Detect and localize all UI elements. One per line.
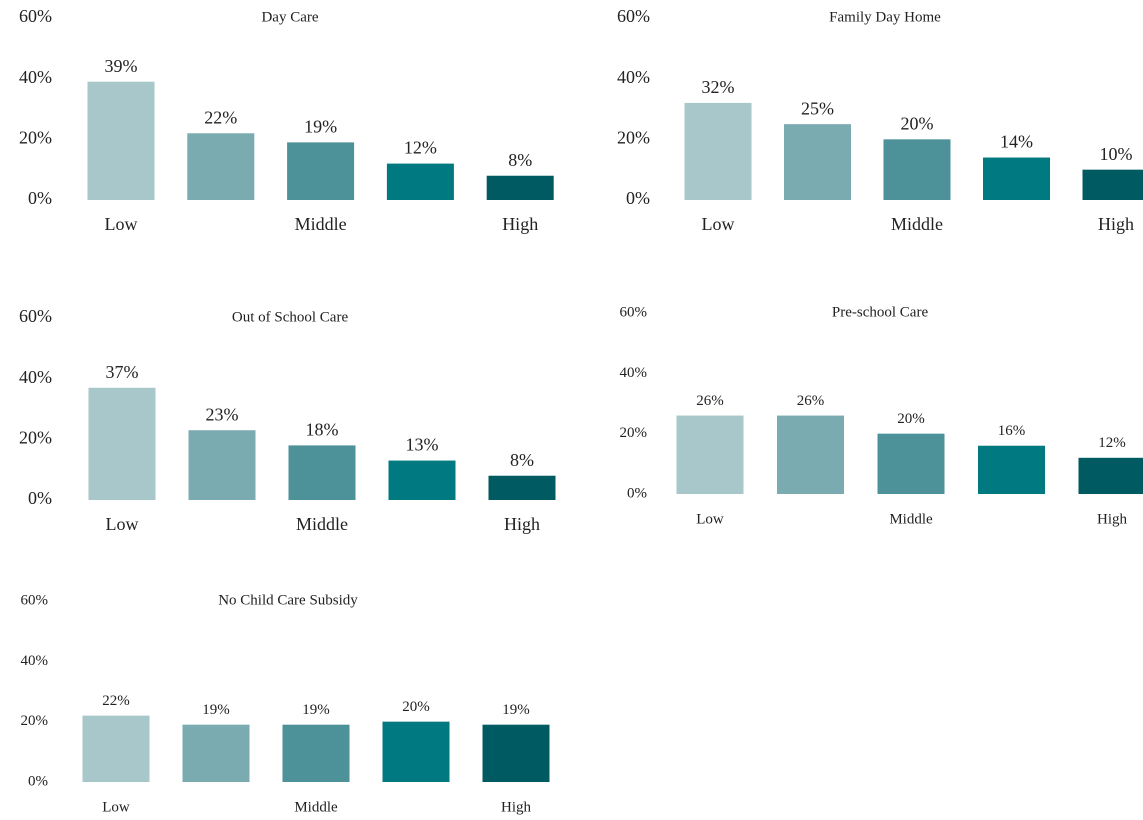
bar	[777, 415, 844, 494]
bar	[188, 430, 256, 500]
data-label: 26%	[696, 393, 724, 409]
y-tick-label: 20%	[19, 427, 52, 447]
y-tick-label: 40%	[19, 67, 52, 87]
y-tick-label: 20%	[21, 713, 49, 729]
y-tick-label: 60%	[19, 306, 52, 326]
y-tick-label: 0%	[626, 188, 650, 208]
bar	[287, 142, 355, 200]
data-label: 32%	[702, 77, 735, 97]
y-tick-label: 40%	[620, 365, 648, 381]
data-label: 13%	[406, 435, 439, 455]
x-tick-label: Low	[102, 799, 130, 815]
y-tick-label: 0%	[28, 773, 48, 789]
x-tick-label: High	[1097, 511, 1128, 527]
x-tick-label: High	[1098, 214, 1134, 234]
bar	[488, 475, 556, 500]
x-tick-label: Middle	[296, 514, 348, 534]
x-tick-label: Low	[106, 514, 139, 534]
y-tick-label: 40%	[19, 367, 52, 387]
y-tick-label: 60%	[19, 6, 52, 26]
chart-title: Family Day Home	[829, 9, 941, 25]
data-label: 20%	[402, 699, 430, 715]
y-tick-label: 60%	[21, 592, 49, 608]
bar	[883, 139, 951, 200]
data-label: 19%	[302, 702, 330, 718]
data-label: 22%	[102, 693, 130, 709]
data-label: 16%	[998, 423, 1026, 439]
data-label: 37%	[106, 362, 139, 382]
bar	[877, 433, 945, 494]
bar	[1078, 457, 1143, 494]
bar	[983, 157, 1050, 200]
y-tick-label: 60%	[620, 304, 648, 320]
data-label: 20%	[901, 113, 934, 133]
data-label: 19%	[304, 116, 337, 136]
data-label: 14%	[1000, 132, 1033, 152]
y-tick-label: 20%	[617, 127, 650, 147]
x-tick-label: High	[502, 214, 538, 234]
data-label: 8%	[508, 150, 532, 170]
data-label: 10%	[1100, 144, 1133, 164]
x-tick-label: Low	[702, 214, 735, 234]
data-label: 39%	[105, 56, 138, 76]
x-tick-label: High	[504, 514, 540, 534]
y-tick-label: 40%	[617, 67, 650, 87]
y-tick-label: 0%	[627, 485, 647, 501]
data-label: 25%	[801, 98, 834, 118]
bar	[784, 124, 851, 200]
chart-title: Day Care	[261, 9, 318, 25]
data-label: 19%	[502, 702, 530, 718]
bar	[1082, 169, 1143, 200]
bar	[486, 175, 554, 200]
data-label: 8%	[510, 450, 534, 470]
bar	[182, 724, 250, 782]
data-label: 26%	[797, 393, 825, 409]
bar	[978, 445, 1045, 494]
data-label: 12%	[1098, 435, 1126, 451]
y-tick-label: 0%	[28, 488, 52, 508]
y-tick-label: 20%	[620, 425, 648, 441]
bar	[676, 415, 744, 494]
y-tick-label: 0%	[28, 188, 52, 208]
bar	[382, 721, 450, 782]
data-label: 12%	[404, 138, 437, 158]
x-tick-label: Low	[696, 511, 724, 527]
y-tick-label: 60%	[617, 6, 650, 26]
bar	[88, 387, 156, 500]
data-label: 22%	[204, 107, 237, 127]
data-label: 18%	[306, 420, 339, 440]
bar	[82, 715, 150, 782]
bar	[684, 102, 752, 200]
chart-title: Pre-school Care	[832, 304, 929, 320]
bar	[187, 133, 255, 200]
data-label: 19%	[202, 702, 230, 718]
x-tick-label: Middle	[294, 799, 338, 815]
x-tick-label: Low	[105, 214, 138, 234]
chart-title: Out of School Care	[232, 309, 349, 325]
bar	[87, 81, 155, 200]
chart-title: No Child Care Subsidy	[218, 592, 358, 608]
bar	[482, 724, 550, 782]
data-label: 23%	[206, 404, 239, 424]
bar	[388, 460, 456, 500]
y-tick-label: 20%	[19, 127, 52, 147]
x-tick-label: Middle	[889, 511, 933, 527]
y-tick-label: 40%	[21, 653, 49, 669]
x-tick-label: High	[501, 799, 532, 815]
x-tick-label: Middle	[891, 214, 943, 234]
x-tick-label: Middle	[295, 214, 347, 234]
data-label: 20%	[897, 411, 925, 427]
bar	[288, 445, 356, 500]
bar	[386, 163, 454, 200]
bar	[282, 724, 350, 782]
